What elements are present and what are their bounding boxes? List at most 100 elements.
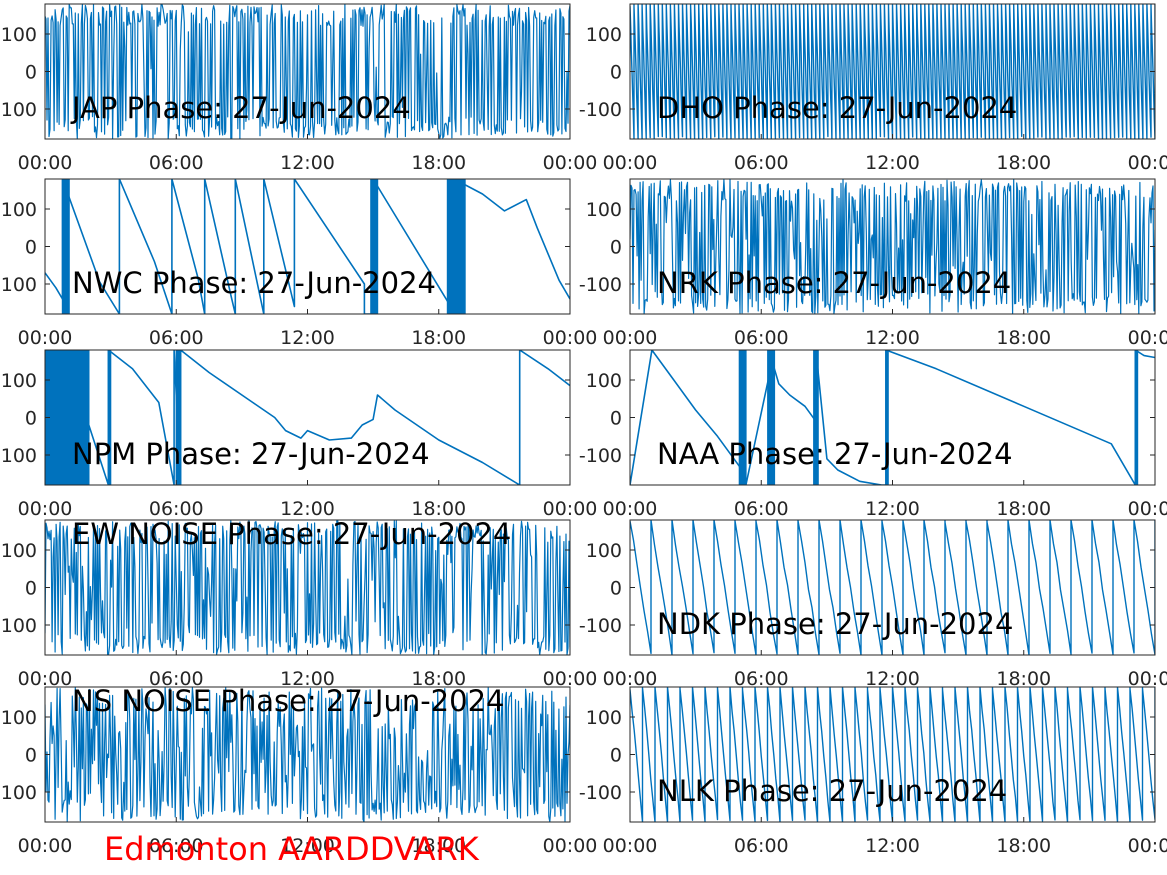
y-tick-label-nwc: 0 [25,237,37,259]
x-tick-label-ns-noise: 12:00 [280,835,335,857]
x-tick-label-naa: 12:00 [865,498,920,520]
x-tick-label-jap: 12:00 [280,152,335,174]
y-tick-label-ns-noise: 100 [1,707,37,729]
y-tick-label-jap: 0 [25,62,37,84]
y-tick-label-npm: 100 [1,445,37,467]
y-tick-label-jap: 100 [1,99,37,121]
y-tick-label-nrk: 0 [610,237,622,259]
y-tick-label-dho: 100 [586,24,622,46]
trace-naa [630,350,1155,485]
panel-nwc: 100 0 100 00:00 06:00 12:00 18:00 00:00 NWC Phas… [1,178,597,349]
x-tick-label-ew-noise: 00:00 [18,668,73,690]
trace-ew-noise [45,520,570,655]
trace-burst-naa-4 [1134,350,1139,485]
y-tick-label-naa: 0 [610,408,622,430]
trace-nwc [45,179,570,314]
x-tick-label-jap: 06:00 [149,152,204,174]
plot-area-npm [45,350,570,485]
x-tick-label-ndk: 00:00 [1128,668,1167,690]
x-tick-label-ew-noise: 00:00 [543,668,598,690]
panel-naa: 100 0 -100 00:00 06:00 12:00 18:00 00:00 NAA Pha… [579,349,1167,520]
x-tick-label-dho: 06:00 [734,152,789,174]
plot-area-naa [630,350,1155,485]
trace-burst-npm-2 [175,350,182,485]
trace-ndk [630,520,1155,655]
panel-nlk: 100 0 -100 00:00 06:00 12:00 18:00 00:00 NLK Pha… [579,686,1167,857]
x-tick-label-ew-noise: 18:00 [411,668,466,690]
x-tick-label-dho: 00:00 [1128,152,1167,174]
x-tick-label-nlk: 12:00 [865,835,920,857]
x-tick-label-naa: 00:00 [603,498,658,520]
plot-area-nlk [630,687,1155,822]
trace-jap [45,4,570,139]
x-tick-label-jap: 00:00 [18,152,73,174]
x-tick-label-nrk: 06:00 [734,327,789,349]
x-tick-label-ew-noise: 12:00 [280,668,335,690]
trace-burst-naa-1 [767,350,776,485]
x-tick-label-ns-noise: 00:00 [543,835,598,857]
x-tick-label-dho: 00:00 [603,152,658,174]
x-tick-label-npm: 06:00 [149,498,204,520]
x-tick-label-npm: 00:00 [543,498,598,520]
panel-title-naa: NAA Phase: 27-Jun-2024 [657,437,1013,471]
x-tick-label-dho: 12:00 [865,152,920,174]
y-tick-label-naa: -100 [579,445,622,467]
panel-title-nrk: NRK Phase: 27-Jun-2024 [657,266,1011,300]
y-tick-label-nrk: 100 [586,199,622,221]
x-tick-label-npm: 18:00 [411,498,466,520]
y-tick-label-nlk: -100 [579,782,622,804]
y-tick-label-ndk: 0 [610,578,622,600]
y-tick-label-ew-noise: 0 [25,578,37,600]
trace-burst-nwc-2 [446,179,466,314]
y-tick-label-nwc: 100 [1,199,37,221]
x-tick-label-nwc: 12:00 [280,327,335,349]
x-tick-label-nlk: 00:00 [1128,835,1167,857]
y-tick-label-nrk: -100 [579,274,622,296]
panel-title-jap: JAP Phase: 27-Jun-2024 [70,91,411,125]
x-tick-label-nlk: 00:00 [603,835,658,857]
x-tick-label-ndk: 18:00 [996,668,1051,690]
trace-npm [45,350,570,485]
x-tick-label-nwc: 18:00 [411,327,466,349]
panel-title-ns-noise: NS NOISE Phase: 27-Jun-2024 [72,684,504,718]
panel-title-ndk: NDK Phase: 27-Jun-2024 [657,607,1013,641]
panel-title-nwc: NWC Phase: 27-Jun-2024 [72,266,436,300]
panel-ew-noise: 100 0 100 00:00 06:00 12:00 18:00 00:00 EW NOISE… [1,517,598,690]
trace-burst-npm-1 [107,350,112,485]
y-tick-label-naa: 100 [586,370,622,392]
x-tick-label-ns-noise: 06:00 [149,835,204,857]
x-tick-label-nlk: 18:00 [996,835,1051,857]
trace-burst-naa-3 [885,350,889,485]
panel-title-nlk: NLK Phase: 27-Jun-2024 [657,774,1007,808]
panel-npm: 100 0 100 00:00 06:00 12:00 18:00 00:00 NPM Phas… [1,349,598,520]
trace-burst-nwc-0 [61,179,70,314]
panel-ns-noise: 100 0 100 00:00 06:00 12:00 18:00 00:00 NS NOISE… [1,684,598,857]
panel-title-ew-noise: EW NOISE Phase: 27-Jun-2024 [72,517,511,551]
x-tick-label-npm: 00:00 [18,498,73,520]
plot-area-ns-noise [45,687,570,822]
x-tick-label-jap: 18:00 [411,152,466,174]
trace-burst-naa-0 [738,350,747,485]
x-tick-label-nwc: 00:00 [18,327,73,349]
y-tick-label-ew-noise: 100 [1,615,37,637]
station-footer-label: Edmonton AARDDVARK [104,830,480,868]
x-tick-label-ns-noise: 00:00 [18,835,73,857]
plot-area-ndk [630,520,1155,655]
panel-title-dho: DHO Phase: 27-Jun-2024 [657,91,1017,125]
y-tick-label-ew-noise: 100 [1,540,37,562]
y-tick-label-npm: 0 [25,408,37,430]
x-tick-label-ndk: 00:00 [603,668,658,690]
panel-ndk: 100 0 -100 00:00 06:00 12:00 18:00 00:00 NDK Pha… [579,519,1167,690]
trace-nrk [630,179,1155,314]
y-tick-label-ns-noise: 100 [1,782,37,804]
y-tick-label-nlk: 100 [586,707,622,729]
panel-title-npm: NPM Phase: 27-Jun-2024 [72,437,430,471]
plot-area-nrk [630,179,1155,314]
x-tick-label-npm: 12:00 [280,498,335,520]
panel-dho: 100 0 -100 00:00 06:00 12:00 18:00 00:00 DHO Pha… [579,3,1167,174]
x-tick-label-nrk: 18:00 [996,327,1051,349]
y-tick-label-npm: 100 [1,370,37,392]
y-tick-label-dho: -100 [579,99,622,121]
y-tick-label-ndk: -100 [579,615,622,637]
y-tick-label-ns-noise: 0 [25,745,37,767]
